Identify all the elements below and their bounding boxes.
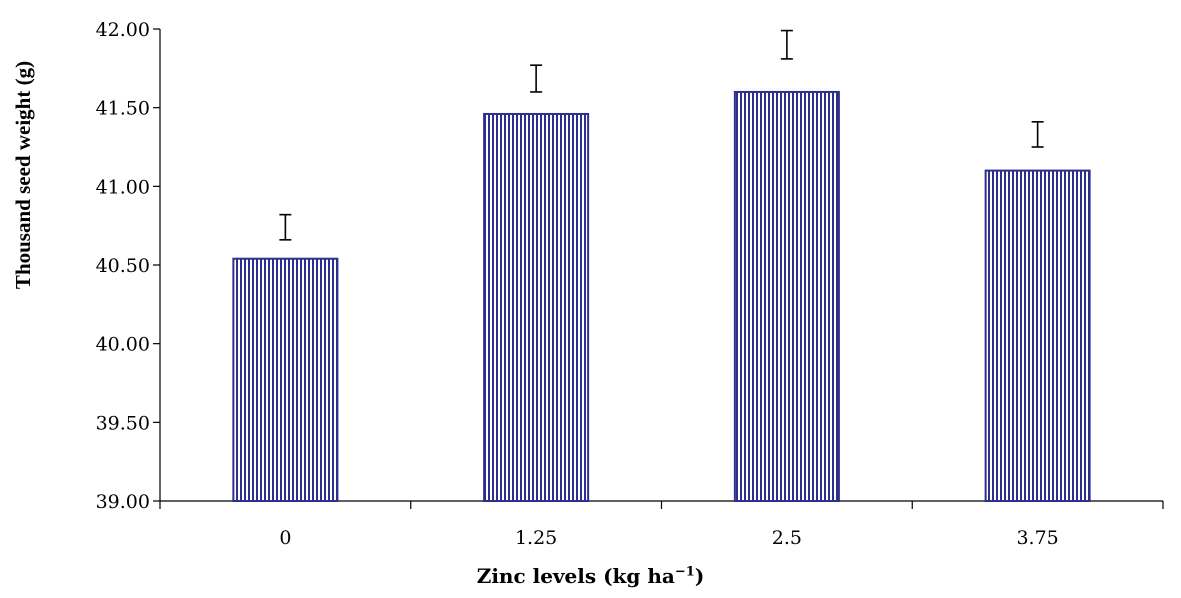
x-axis-title-end: ) xyxy=(694,564,705,588)
x-tick-label: 2.5 xyxy=(772,527,802,549)
bar xyxy=(984,169,1091,502)
x-axis-title-main: Zinc levels (kg ha xyxy=(476,564,675,588)
y-tick-label: 40.50 xyxy=(96,255,150,277)
error-bar xyxy=(780,29,793,60)
error-bar xyxy=(279,213,292,241)
bar xyxy=(483,112,590,503)
error-bars-group xyxy=(279,29,1044,241)
bars-group xyxy=(232,90,1091,503)
y-tick-label: 41.50 xyxy=(96,98,150,120)
error-bar xyxy=(1031,121,1044,148)
y-ticks-group: 39.00 39.50 40.00 40.50 41.00 41.50 42.00 xyxy=(96,19,160,513)
x-ticks-group: 0 1.25 2.5 3.75 xyxy=(159,501,1164,549)
bar xyxy=(733,90,840,503)
x-tick-label: 0 xyxy=(279,527,291,549)
error-bar xyxy=(530,64,543,93)
bar xyxy=(232,257,339,502)
y-axis-title: Thousand seed weight (g) xyxy=(11,61,35,289)
x-tick-label: 3.75 xyxy=(1016,527,1058,549)
y-tick-label: 39.00 xyxy=(96,491,150,513)
y-tick-label: 40.00 xyxy=(96,334,150,356)
y-tick-label: 39.50 xyxy=(96,412,150,434)
x-tick-label: 1.25 xyxy=(515,527,557,549)
y-tick-label: 41.00 xyxy=(96,176,150,198)
y-tick-label: 42.00 xyxy=(96,19,150,41)
x-axis-title-sup: −1 xyxy=(674,564,695,580)
x-axis-title: Zinc levels (kg ha−1) xyxy=(0,564,1181,588)
